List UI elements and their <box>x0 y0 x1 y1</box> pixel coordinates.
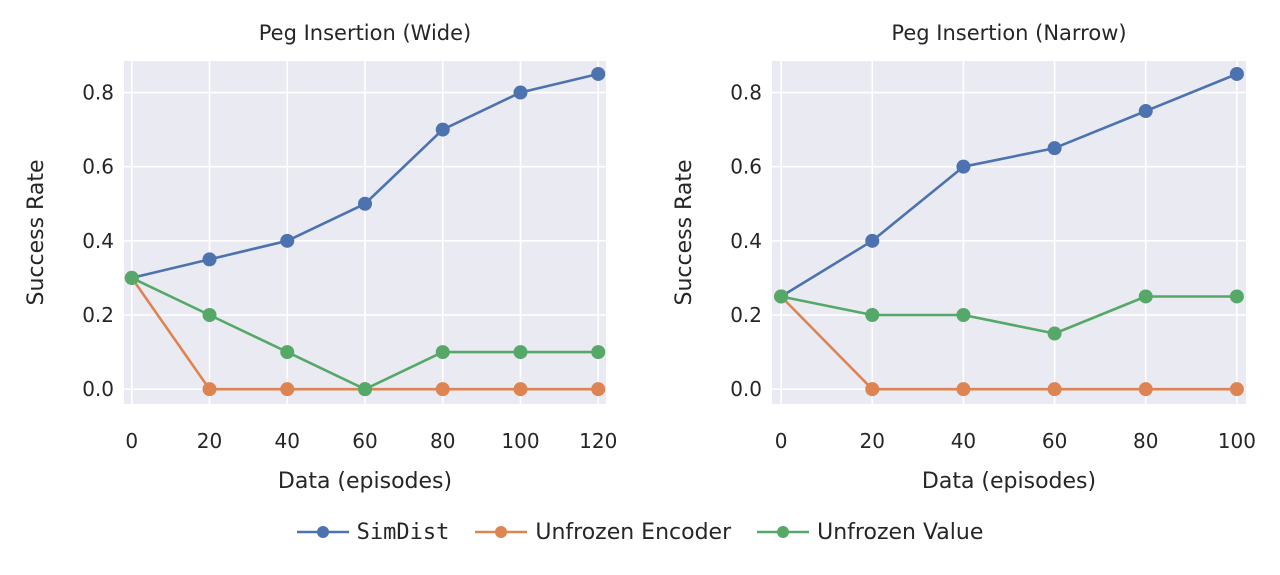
data-point-unfrozen-encoder <box>865 382 880 397</box>
chart-title: Peg Insertion (Wide) <box>259 21 472 45</box>
data-point-simdist <box>1047 141 1062 156</box>
y-axis-label: Success Rate <box>672 160 697 306</box>
chart-panel-1: 0.0 0.2 0.4 0.6 0.8 0 20 40 60 80 100 120 Peg Insert… <box>24 21 617 494</box>
x-tick-label: 80 <box>430 429 455 453</box>
y-tick-label: 0.6 <box>82 155 114 179</box>
legend-label-unfrozen-encoder: Unfrozen Encoder <box>535 519 732 545</box>
legend-item-unfrozen-encoder: Unfrozen Encoder <box>475 520 731 545</box>
y-tick-label: 0.0 <box>730 377 762 401</box>
y-tick-label: 0.6 <box>730 155 762 179</box>
y-tick-label: 0.4 <box>82 229 114 253</box>
data-point-unfrozen-value <box>1138 289 1153 304</box>
data-point-simdist <box>1229 66 1244 81</box>
y-tick-label: 0.2 <box>730 303 762 327</box>
data-point-unfrozen-encoder <box>1047 382 1062 397</box>
x-tick-label: 40 <box>951 429 976 453</box>
data-point-simdist <box>591 66 606 81</box>
data-point-simdist <box>513 85 528 100</box>
y-tick-label: 0.0 <box>82 377 114 401</box>
y-tick-label: 0.2 <box>82 303 114 327</box>
series-line-unfrozen-value <box>780 295 1237 335</box>
data-point-simdist <box>956 159 971 174</box>
data-point-unfrozen-value <box>591 345 606 360</box>
x-tick-label: 0 <box>125 429 138 453</box>
legend-item-simdist: SimDist <box>296 519 450 545</box>
x-tick-label: 120 <box>579 429 617 453</box>
series-line-simdist <box>780 72 1238 298</box>
x-axis-label: Data (episodes) <box>922 469 1096 494</box>
legend-item-unfrozen-value: Unfrozen Value <box>757 520 983 545</box>
data-point-unfrozen-value <box>865 308 880 323</box>
data-point-simdist <box>280 233 295 248</box>
data-point-simdist <box>435 122 450 137</box>
data-point-unfrozen-encoder <box>956 382 971 397</box>
data-point-unfrozen-encoder <box>280 382 295 397</box>
legend-marker-unfrozen-encoder <box>475 526 528 538</box>
x-tick-label: 100 <box>1218 429 1256 453</box>
legend-marker-simdist <box>296 526 349 538</box>
data-point-unfrozen-value <box>513 345 528 360</box>
x-axis-label: Data (episodes) <box>278 469 452 494</box>
x-tick-label: 20 <box>860 429 885 453</box>
y-tick-label: 0.4 <box>730 229 762 253</box>
data-point-unfrozen-encoder <box>513 382 528 397</box>
legend: SimDist Unfrozen Encoder Unfrozen Value <box>0 510 1280 554</box>
data-point-unfrozen-encoder <box>435 382 450 397</box>
data-point-unfrozen-value <box>358 382 372 397</box>
data-point-unfrozen-value <box>124 270 139 285</box>
data-point-simdist <box>202 252 217 267</box>
legend-marker-unfrozen-value <box>757 526 810 538</box>
data-point-unfrozen-value <box>774 289 789 304</box>
data-point-unfrozen-encoder <box>202 382 217 397</box>
chart-panel-2: 0.0 0.2 0.4 0.6 0.8 0 20 40 60 80 100 Peg Insertion… <box>672 21 1256 494</box>
data-point-simdist <box>358 196 372 211</box>
legend-label-unfrozen-value: Unfrozen Value <box>817 519 984 545</box>
data-point-simdist <box>1138 104 1153 119</box>
x-tick-label: 40 <box>275 429 300 453</box>
data-point-unfrozen-value <box>1229 289 1244 304</box>
x-tick-label: 60 <box>1042 429 1067 453</box>
data-point-simdist <box>865 233 880 248</box>
y-tick-label: 0.8 <box>82 81 114 105</box>
data-point-unfrozen-value <box>435 345 450 360</box>
x-tick-label: 0 <box>775 429 788 453</box>
x-tick-label: 100 <box>501 429 539 453</box>
legend-label-simdist: SimDist <box>356 519 450 545</box>
chart-title: Peg Insertion (Narrow) <box>891 21 1126 45</box>
figure: 0.0 0.2 0.4 0.6 0.8 0 20 40 60 80 100 120 Peg Insert… <box>24 21 1256 494</box>
x-tick-label: 20 <box>197 429 222 453</box>
y-tick-label: 0.8 <box>730 81 762 105</box>
x-tick-label: 80 <box>1133 429 1158 453</box>
data-point-unfrozen-value <box>280 345 295 360</box>
series-line-unfrozen-encoder <box>780 295 1237 391</box>
data-point-unfrozen-encoder <box>1229 382 1244 397</box>
x-tick-label: 60 <box>352 429 377 453</box>
data-point-unfrozen-value <box>1047 326 1062 341</box>
data-point-unfrozen-value <box>202 308 217 323</box>
data-point-unfrozen-encoder <box>1138 382 1153 397</box>
data-point-unfrozen-value <box>956 308 971 323</box>
plot-area <box>772 61 1246 404</box>
data-point-unfrozen-encoder <box>591 382 606 397</box>
y-axis-label: Success Rate <box>24 160 49 306</box>
